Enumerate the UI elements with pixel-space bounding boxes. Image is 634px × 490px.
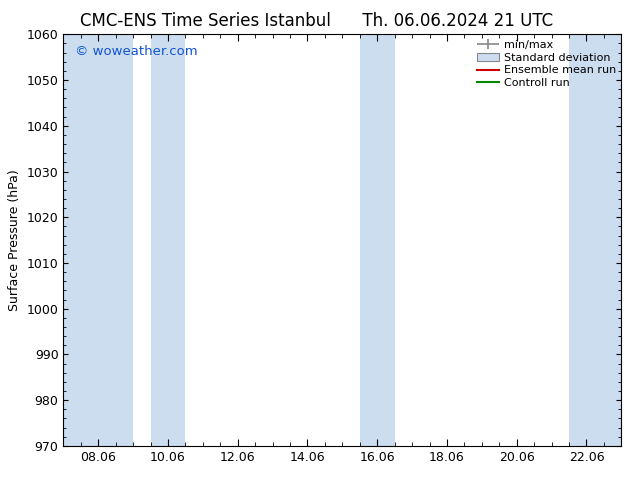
Y-axis label: Surface Pressure (hPa): Surface Pressure (hPa) [8, 169, 21, 311]
Bar [569, 34, 621, 446]
Text: © woweather.com: © woweather.com [75, 45, 197, 58]
Legend: min/max, Standard deviation, Ensemble mean run, Controll run: min/max, Standard deviation, Ensemble me… [475, 38, 618, 91]
Text: CMC-ENS Time Series Istanbul      Th. 06.06.2024 21 UTC: CMC-ENS Time Series Istanbul Th. 06.06.2… [81, 12, 553, 30]
Bar [150, 34, 185, 446]
Bar [359, 34, 394, 446]
Bar [63, 34, 133, 446]
